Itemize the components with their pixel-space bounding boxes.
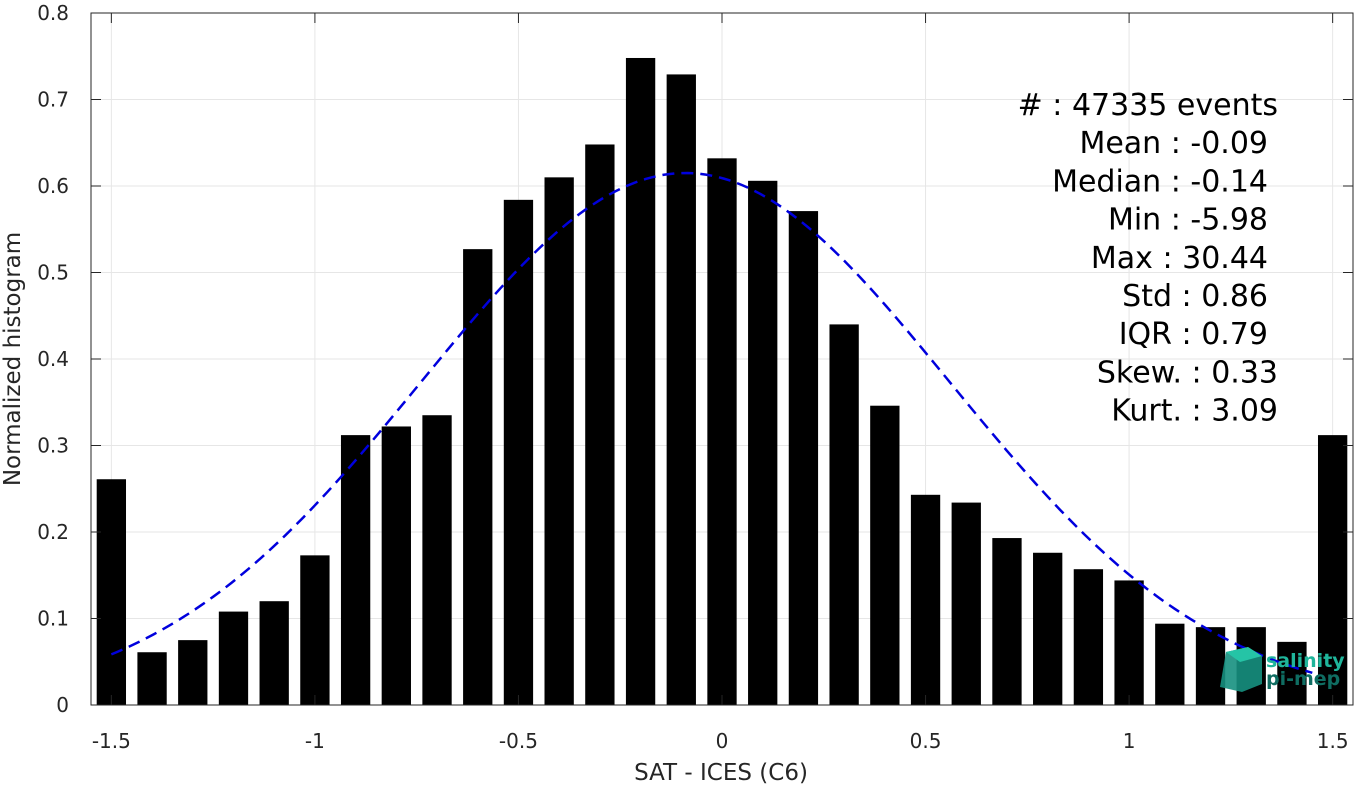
histogram-bar (463, 249, 493, 705)
histogram-bar (1155, 623, 1185, 705)
histogram-bar (1073, 569, 1104, 705)
y-tick-label: 0.3 (37, 434, 69, 458)
stats-line: Mean : -0.09 (1079, 126, 1268, 161)
x-tick-label: 1.5 (1317, 729, 1349, 753)
x-tick-label: -1 (305, 729, 325, 753)
histogram-bar (870, 405, 900, 705)
histogram-bar (829, 324, 859, 705)
y-tick-label: 0.5 (37, 261, 69, 285)
stats-line: Min : -5.98 (1108, 203, 1268, 238)
normal-fit-curve (110, 171, 1313, 675)
x-tick-label: 1 (1123, 729, 1136, 753)
histogram-bar (748, 180, 778, 705)
y-tick-label: 0.6 (37, 174, 69, 198)
salinity-pimep-logo: salinity pi-mep (1220, 647, 1345, 692)
stats-line: # : 47335 events (1018, 88, 1278, 123)
histogram-bar (218, 611, 249, 705)
histogram-bar (666, 74, 696, 706)
stats-line: IQR : 0.79 (1119, 317, 1268, 352)
histogram-bar (300, 555, 330, 705)
histogram-bar (340, 435, 371, 705)
stats-line: Max : 30.44 (1091, 241, 1268, 276)
histogram-bar (625, 57, 656, 706)
axis-ticks (91, 12, 1353, 706)
x-tick-labels: -1.5 -1 -0.5 0 0.5 1 1.5 (92, 729, 1349, 753)
histogram-bar (96, 479, 127, 705)
histogram-bar (585, 144, 615, 706)
y-tick-label: 0.8 (37, 1, 69, 25)
histogram-bar (503, 199, 534, 705)
histogram-bar (1277, 641, 1307, 705)
stats-line: Median : -0.14 (1052, 164, 1268, 199)
histogram-bar (137, 652, 167, 705)
x-tick-label: -0.5 (499, 729, 538, 753)
histogram-bar (422, 415, 452, 705)
histogram-bar (707, 158, 737, 705)
x-tick-label: 0 (716, 729, 729, 753)
histogram-bar (788, 211, 819, 705)
histogram-bar (1195, 627, 1226, 705)
logo-line-2: pi-mep (1266, 668, 1340, 690)
histogram-bar (178, 640, 208, 705)
y-tick-label: 0.2 (37, 520, 69, 544)
histogram-bar (1317, 435, 1348, 705)
y-tick-labels: 0 0.1 0.2 0.3 0.4 0.5 0.6 0.7 0.8 (37, 1, 69, 717)
histogram-bar (910, 494, 941, 705)
histogram-bar (544, 177, 574, 706)
histogram-bar (951, 502, 981, 705)
x-tick-label: 0.5 (910, 729, 942, 753)
histogram-bar (1033, 552, 1063, 705)
stats-line: Std : 0.86 (1122, 279, 1268, 314)
y-axis-label: Normalized histogram (0, 232, 26, 486)
stats-line: Skew. : 0.33 (1097, 355, 1278, 390)
logo-cube-facet (1226, 647, 1262, 662)
y-tick-label: 0.4 (37, 347, 69, 371)
x-axis-label: SAT - ICES (C6) (634, 760, 808, 785)
y-tick-label: 0.7 (37, 88, 69, 112)
histogram-bar (1114, 580, 1144, 705)
y-tick-label: 0 (56, 693, 69, 717)
bars (96, 57, 1348, 706)
histogram-bar (259, 601, 289, 705)
logo-line-1: salinity (1266, 650, 1345, 672)
x-tick-label: -1.5 (92, 729, 131, 753)
histogram-bar (381, 426, 411, 705)
stats-line: Kurt. : 3.09 (1111, 394, 1278, 429)
histogram-bar (992, 538, 1022, 705)
y-tick-label: 0.1 (37, 607, 69, 631)
